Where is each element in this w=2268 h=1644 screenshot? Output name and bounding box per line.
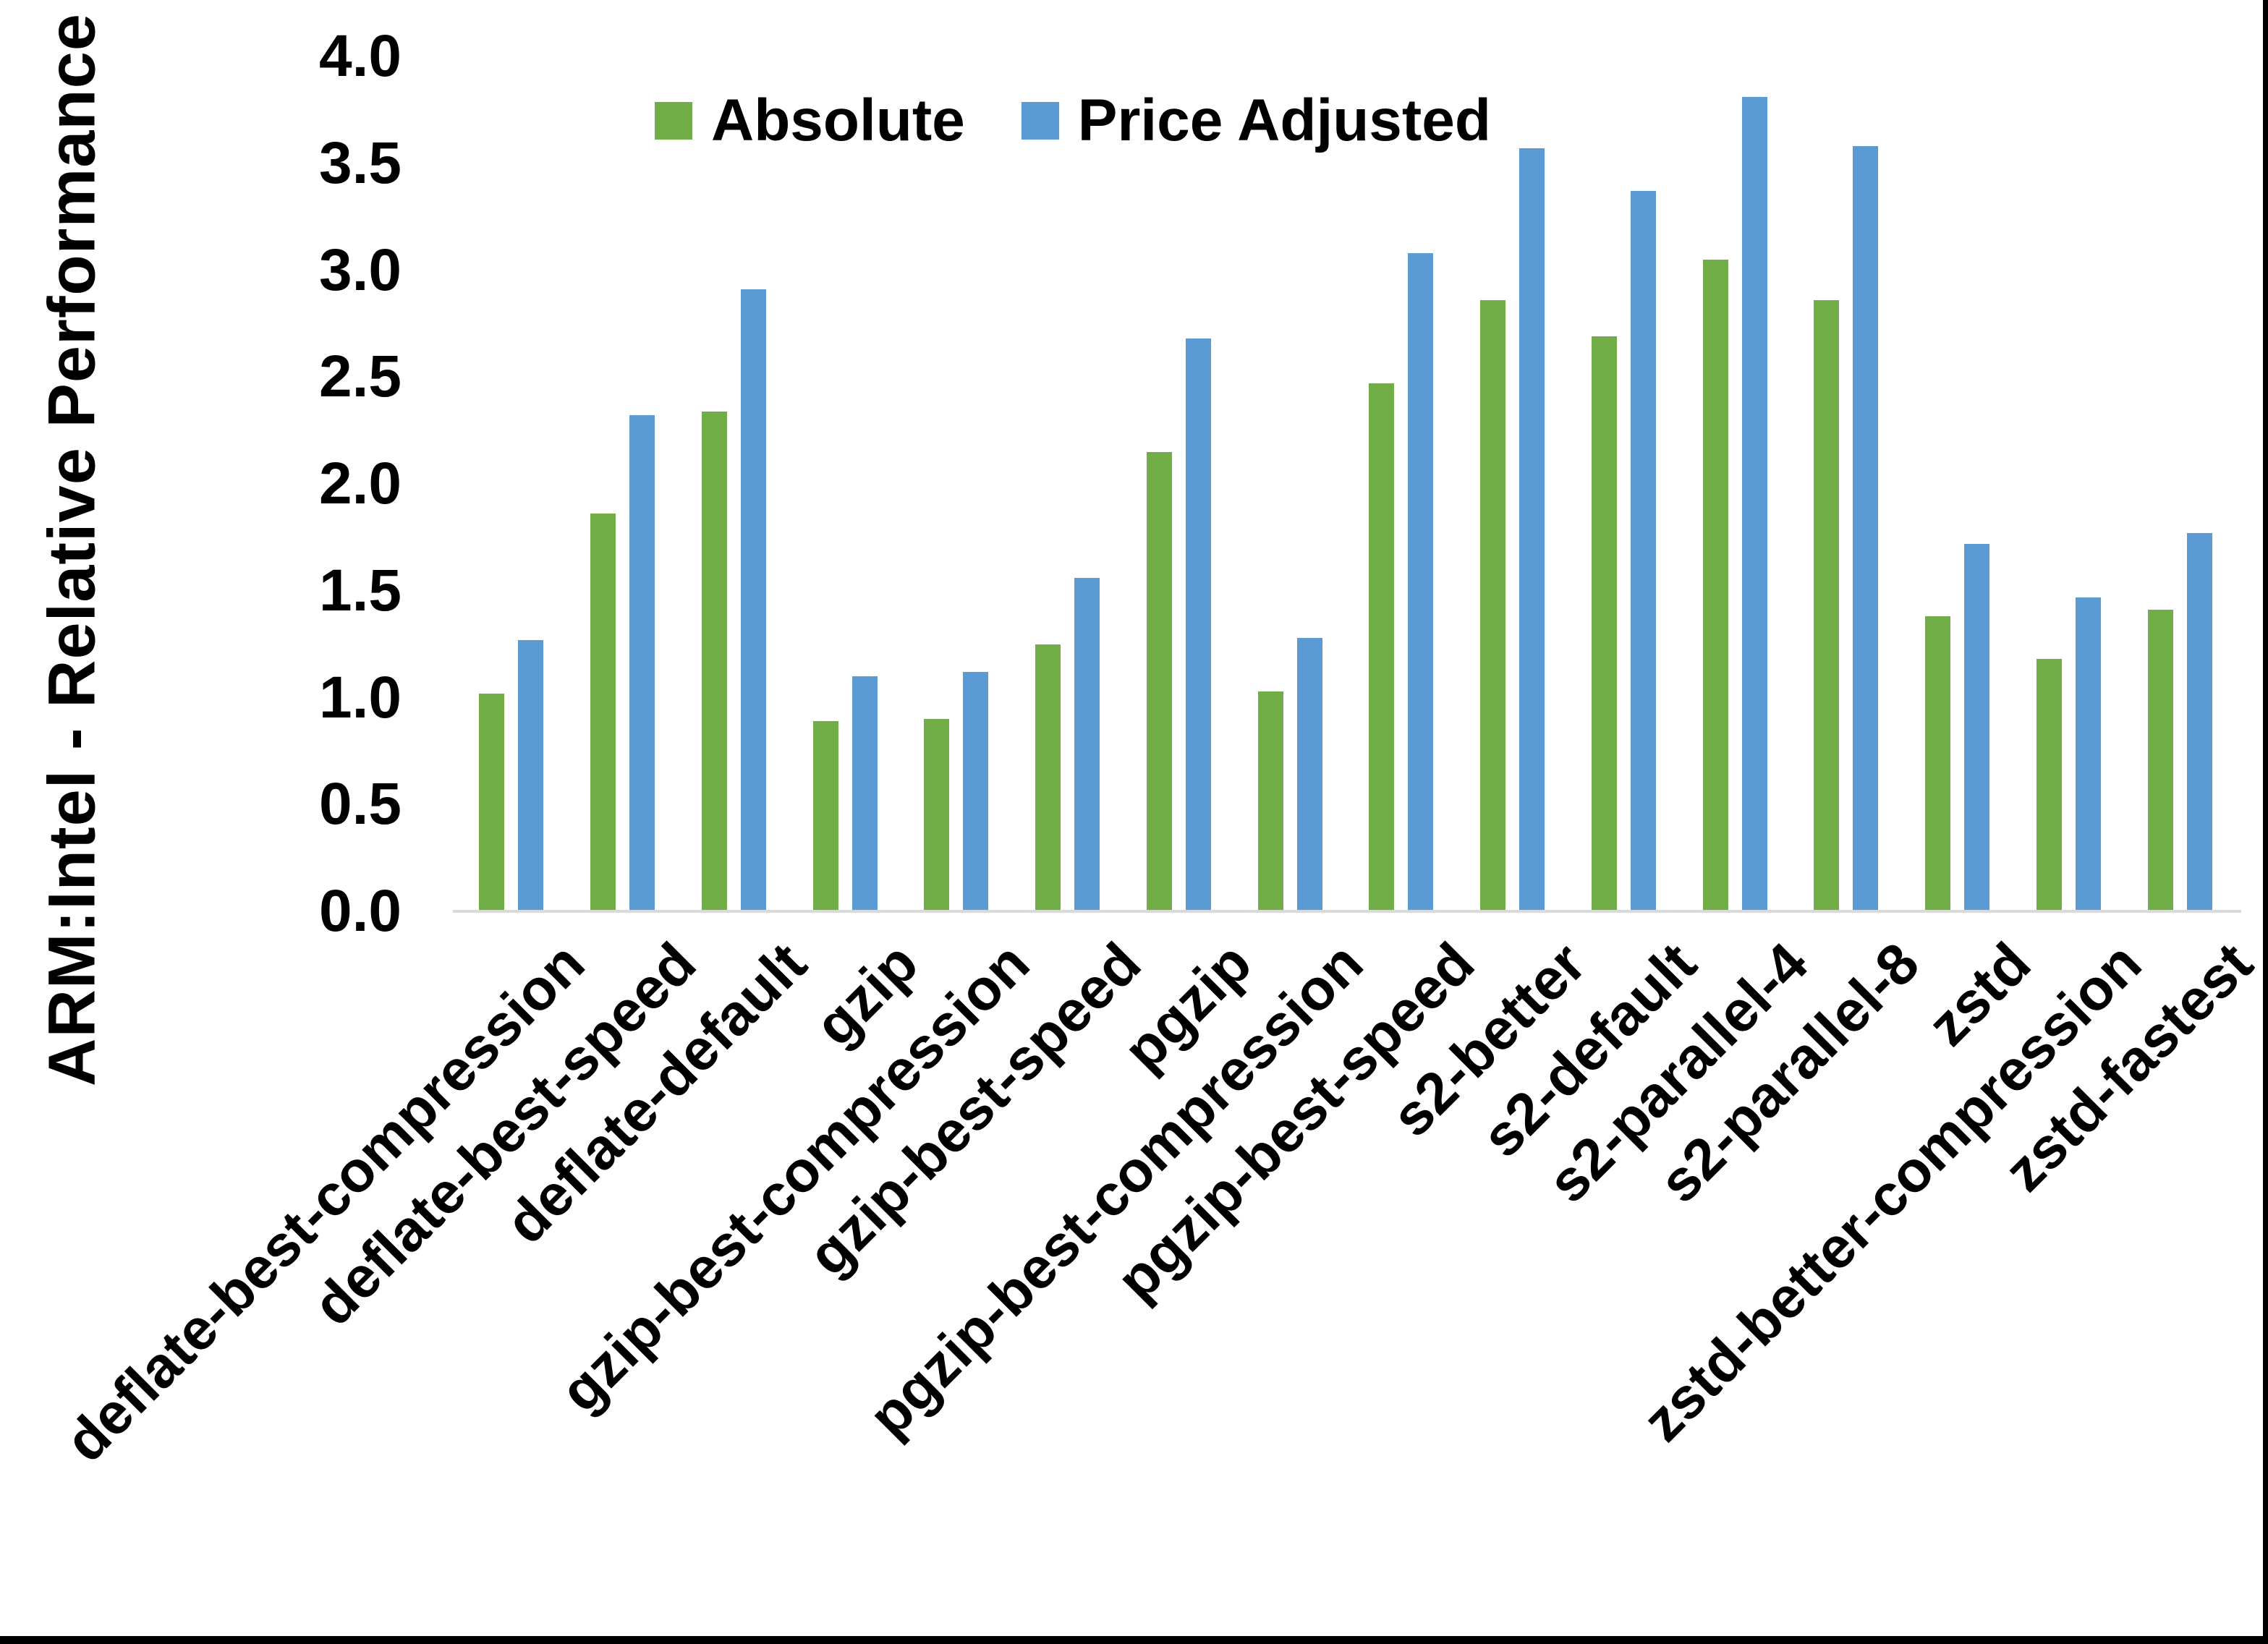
legend-swatch-absolute	[655, 102, 692, 140]
bar-price-adjusted-pgzip-best-compression	[1296, 637, 1322, 911]
y-tick-label: 0.5	[319, 771, 402, 838]
bar-absolute-gzip-best-compression	[924, 719, 950, 911]
bar-absolute-deflate-best-speed	[590, 514, 616, 911]
legend-label-absolute: Absolute	[711, 88, 965, 153]
bar-price-adjusted-s2-better	[1519, 148, 1545, 911]
bar-price-adjusted-deflate-default	[740, 289, 766, 911]
legend-label-price-adjusted: Price Adjusted	[1077, 88, 1491, 153]
legend-item-absolute: Absolute	[655, 91, 965, 150]
y-tick-label: 3.5	[319, 129, 402, 196]
bar-price-adjusted-zstd	[1964, 543, 1990, 911]
bar-absolute-s2-parallel-8	[1814, 299, 1840, 911]
bar-price-adjusted-pgzip	[1185, 338, 1211, 911]
bar-price-adjusted-zstd-better-compression	[2075, 597, 2101, 911]
y-axis-title: ARM:Intel - Relative Performance	[35, 13, 109, 1086]
bar-absolute-zstd	[1925, 616, 1951, 911]
bar-absolute-deflate-best-compression	[479, 693, 505, 911]
y-tick-label: 2.0	[319, 451, 402, 516]
y-tick-label: 0.0	[319, 878, 402, 944]
bar-absolute-gzip	[812, 721, 838, 911]
bar-absolute-zstd-fastest	[2147, 610, 2173, 911]
bar-price-adjusted-zstd-fastest	[2186, 532, 2212, 911]
bar-absolute-pgzip	[1146, 451, 1172, 911]
bar-price-adjusted-deflate-best-speed	[629, 415, 655, 911]
legend: Absolute Price Adjusted	[655, 91, 1491, 150]
bar-absolute-pgzip-best-speed	[1369, 383, 1395, 911]
bar-price-adjusted-s2-default	[1630, 191, 1656, 911]
legend-swatch-price-adjusted	[1021, 102, 1059, 140]
bar-absolute-deflate-default	[701, 411, 727, 911]
bar-price-adjusted-gzip	[851, 676, 878, 911]
bar-absolute-pgzip-best-compression	[1257, 691, 1283, 911]
bar-absolute-s2-parallel-4	[1702, 259, 1728, 911]
x-axis-line	[453, 910, 2241, 913]
bar-price-adjusted-gzip-best-compression	[963, 672, 989, 911]
y-tick-label: 1.5	[319, 557, 402, 623]
bar-price-adjusted-s2-parallel-8	[1853, 146, 1879, 911]
bar-price-adjusted-s2-parallel-4	[1741, 97, 1767, 911]
bar-absolute-zstd-better-compression	[2036, 659, 2062, 911]
bar-absolute-s2-better	[1480, 299, 1506, 911]
y-tick-label: 2.5	[319, 344, 402, 410]
bar-price-adjusted-pgzip-best-speed	[1408, 252, 1434, 911]
bar-price-adjusted-gzip-best-speed	[1074, 578, 1100, 911]
plot-area: 0.0 0.5 1.0 1.5 2.0 2.5 3.0 3.5 4.0 deflate-best…	[53, 27, 2265, 1474]
bar-absolute-s2-default	[1591, 336, 1617, 911]
legend-item-price-adjusted: Price Adjusted	[1021, 88, 1491, 153]
y-tick-label: 3.0	[319, 237, 402, 303]
bar-price-adjusted-deflate-best-compression	[518, 639, 544, 911]
y-tick-label: 1.0	[319, 664, 402, 731]
y-tick-label: 4.0	[319, 23, 402, 89]
bar-absolute-gzip-best-speed	[1035, 644, 1061, 911]
